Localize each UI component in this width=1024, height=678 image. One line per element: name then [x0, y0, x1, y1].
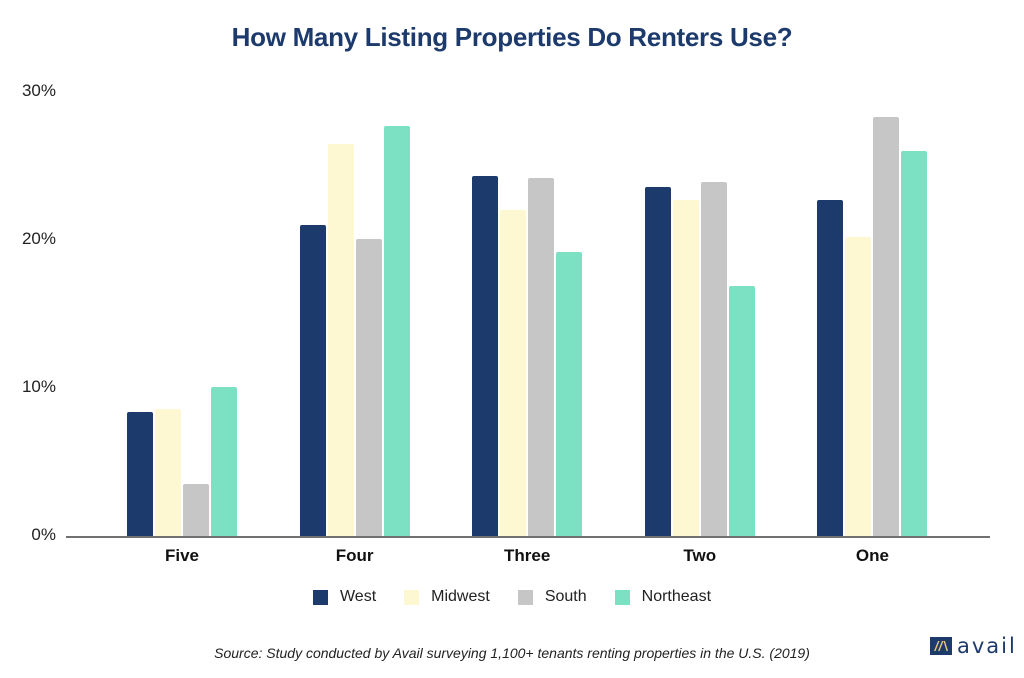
- y-tick-label: 30%: [21, 81, 56, 100]
- bar-two-west: [644, 186, 671, 536]
- bar-one-west: [817, 200, 844, 536]
- legend-swatch-icon: [404, 589, 420, 605]
- bar-four-south: [355, 238, 382, 536]
- x-tick-label: Four: [335, 546, 374, 565]
- legend-label: Midwest: [431, 588, 490, 605]
- bar-three-south: [528, 177, 555, 536]
- legend-item-northeast: Northeast: [614, 588, 712, 606]
- chart-title: How Many Listing Properties Do Renters U…: [231, 22, 793, 52]
- legend-item-midwest: Midwest: [404, 588, 490, 606]
- legend-swatch-icon: [312, 589, 328, 605]
- bar-three-west: [472, 176, 499, 536]
- bar-one-south: [873, 117, 900, 536]
- x-tick-label: Three: [504, 546, 551, 565]
- x-tick-label: One: [855, 546, 889, 565]
- bar-two-south: [700, 182, 727, 536]
- legend-swatch-icon: [614, 589, 630, 605]
- bar-four-northeast: [383, 126, 410, 536]
- legend-item-west: West: [312, 588, 377, 606]
- bar-five-northeast: [211, 386, 237, 536]
- bar-five-west: [127, 411, 153, 536]
- legend-label: Northeast: [641, 588, 712, 605]
- bar-five-midwest: [155, 408, 181, 536]
- bar-two-midwest: [672, 200, 699, 536]
- legend-label: West: [339, 588, 377, 605]
- avail-logo: avail: [930, 634, 1017, 658]
- legend-swatch-icon: [517, 589, 533, 605]
- y-tick-label: 10%: [21, 377, 56, 396]
- y-tick-label: 20%: [21, 229, 56, 248]
- y-tick-label: 0%: [31, 525, 56, 544]
- legend-label: South: [544, 588, 587, 605]
- bar-one-midwest: [845, 237, 872, 536]
- source-note: Source: Study conducted by Avail surveyi…: [214, 645, 810, 661]
- x-tick-label: Five: [164, 546, 200, 565]
- bar-three-midwest: [500, 210, 527, 536]
- bar-two-northeast: [728, 285, 755, 536]
- bar-one-northeast: [901, 151, 928, 536]
- logo-mark-icon: [930, 637, 952, 655]
- bar-three-northeast: [556, 251, 583, 536]
- legend-item-south: South: [517, 588, 587, 606]
- x-axis-line: [66, 536, 990, 538]
- bar-four-midwest: [327, 143, 354, 536]
- x-tick-label: Two: [683, 546, 717, 565]
- bar-five-south: [183, 484, 209, 536]
- legend: West Midwest South Northeast: [0, 588, 1024, 606]
- logo-text: avail: [957, 634, 1017, 658]
- bar-four-west: [299, 225, 326, 536]
